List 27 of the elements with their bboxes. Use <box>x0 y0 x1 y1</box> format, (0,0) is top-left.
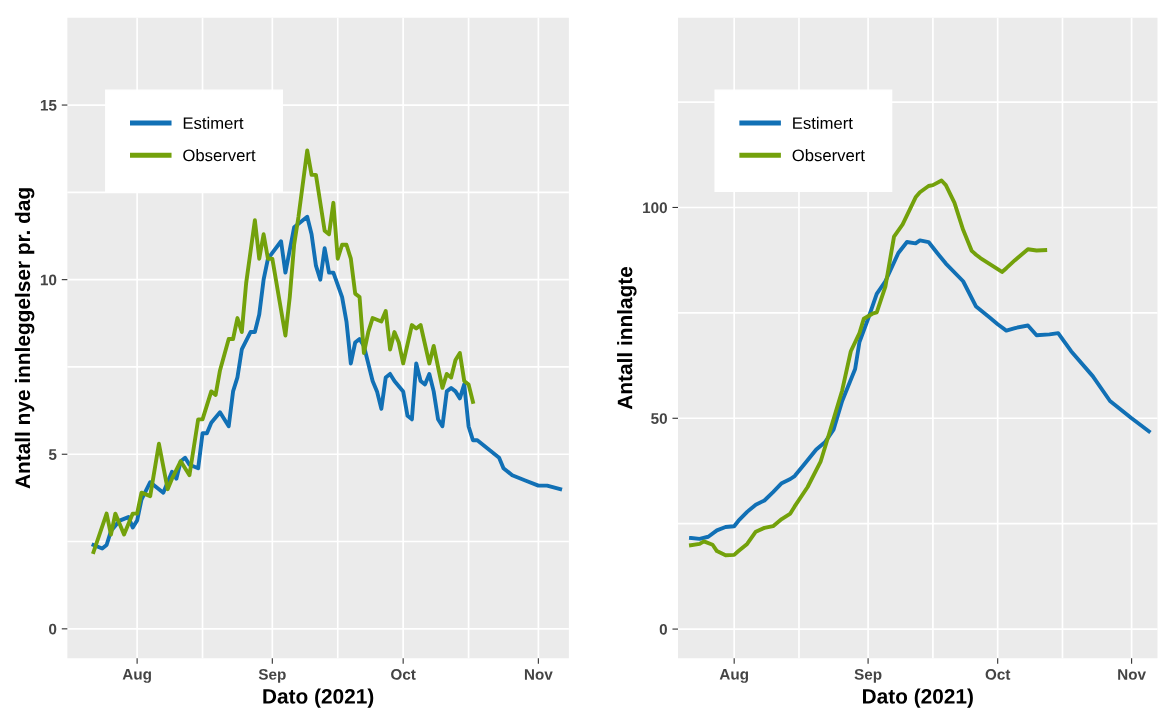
x-tick-label: Nov <box>1118 669 1146 680</box>
y-tick-label: 15 <box>40 100 57 111</box>
legend-label: Estimert <box>793 116 853 130</box>
line-series <box>91 148 475 554</box>
x-tick-label: Oct <box>391 668 416 680</box>
y-tick-label: 0 <box>49 623 57 635</box>
line-series <box>689 178 1048 558</box>
x-axis-title: Dato (2021) <box>863 688 973 708</box>
y-tick-label: 5 <box>48 449 57 460</box>
y-axis-title: Antall innlagte <box>617 266 637 410</box>
x-tick-label: Oct <box>985 668 1011 680</box>
y-axis-title: Antall nye innleggelser pr. dag <box>14 188 35 489</box>
y-tick-label: 10 <box>40 274 57 286</box>
x-tick-label: Sep <box>258 668 286 683</box>
legend-label: Observert <box>792 149 865 162</box>
x-axis-title: Dato (2021) <box>263 688 374 708</box>
x-tick-label: Aug <box>719 669 749 683</box>
legend-label: Observert <box>183 149 256 162</box>
x-tick-label: Nov <box>524 669 553 680</box>
x-tick-label: Sep <box>854 668 882 683</box>
line-series <box>91 214 563 551</box>
line-series <box>689 238 1151 541</box>
y-tick-label: 50 <box>651 413 667 424</box>
y-tick-label: 0 <box>659 623 667 635</box>
y-tick-label: 100 <box>643 202 667 214</box>
x-tick-label: Aug <box>122 669 151 683</box>
legend-label: Estimert <box>183 116 244 130</box>
